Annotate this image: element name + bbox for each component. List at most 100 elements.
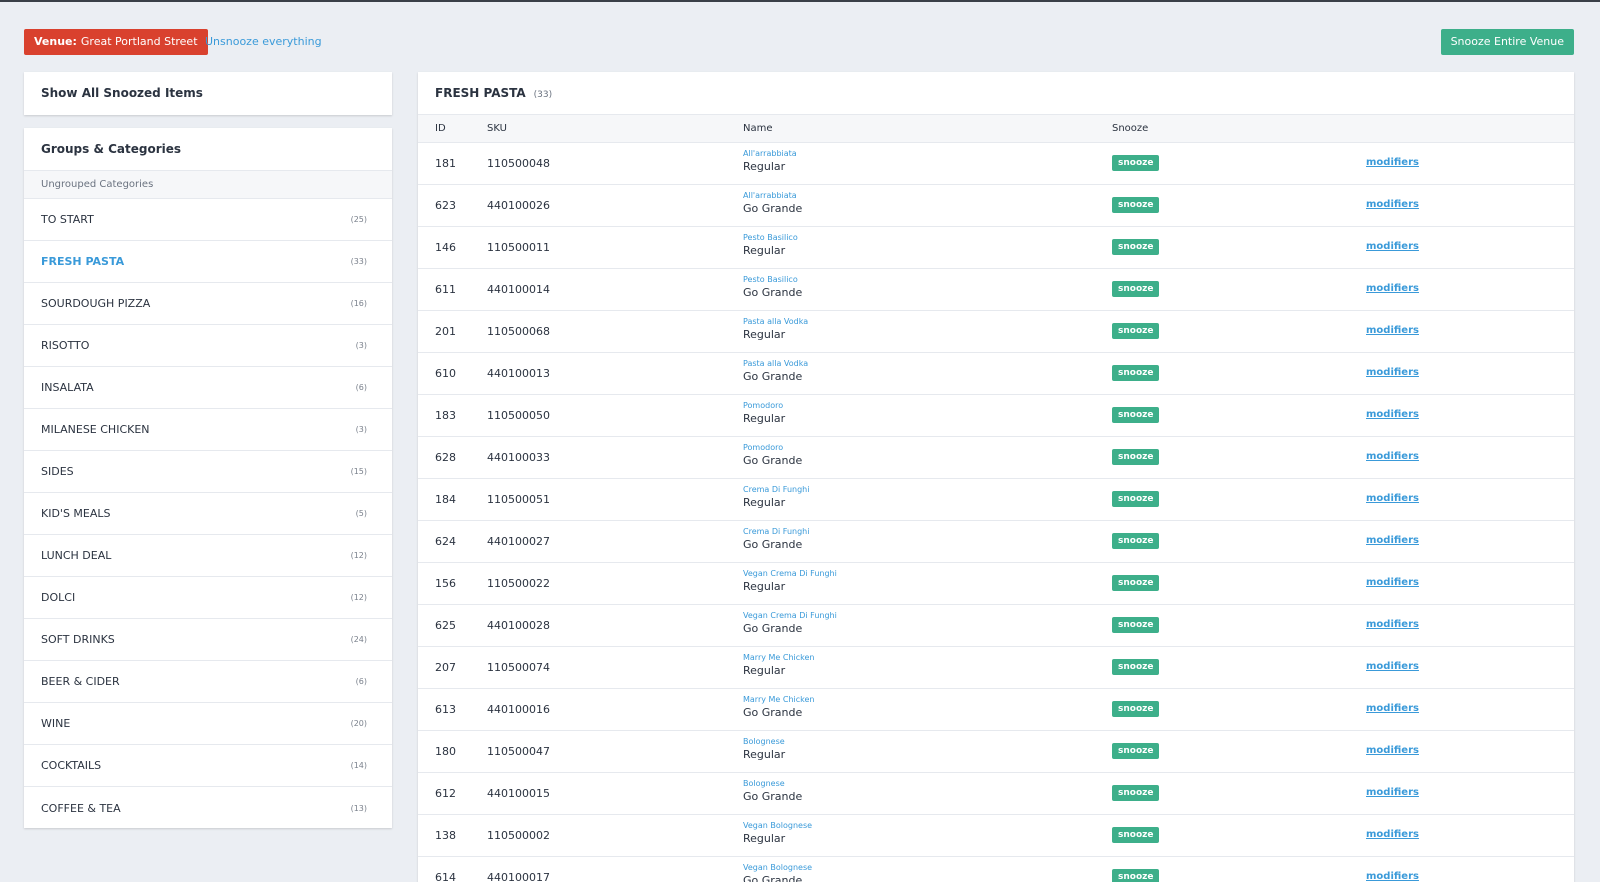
snooze-venue-button[interactable]: Snooze Entire Venue <box>1440 29 1574 55</box>
modifiers-link[interactable]: modifiers <box>1366 451 1419 462</box>
item-title: Pesto Basilico <box>743 275 798 284</box>
modifiers-link[interactable]: modifiers <box>1366 367 1419 378</box>
snooze-button[interactable]: snooze <box>1112 239 1160 255</box>
snooze-button[interactable]: snooze <box>1112 365 1160 381</box>
item-sku: 110500011 <box>487 241 550 254</box>
category-item[interactable]: SOURDOUGH PIZZA (16) <box>24 283 392 325</box>
item-id: 612 <box>435 787 456 800</box>
item-title: Pasta alla Vodka <box>743 317 809 326</box>
item-title: Marry Me Chicken <box>743 653 815 662</box>
item-variant: Go Grande <box>743 370 803 383</box>
item-variant: Go Grande <box>743 622 803 635</box>
item-title: Pomodoro <box>743 443 784 452</box>
category-count: (6) <box>355 383 367 392</box>
item-name: Pesto Basilico Regular <box>743 233 798 257</box>
snooze-button[interactable]: snooze <box>1112 743 1160 759</box>
column-header: SKU <box>487 123 507 134</box>
snooze-button[interactable]: snooze <box>1112 449 1160 465</box>
modifiers-link[interactable]: modifiers <box>1366 829 1419 840</box>
venue-badge[interactable]: Venue: Great Portland Street <box>24 29 208 55</box>
snooze-button[interactable]: snooze <box>1112 701 1160 717</box>
snooze-button[interactable]: snooze <box>1112 617 1160 633</box>
item-sku: 440100014 <box>487 283 550 296</box>
category-item[interactable]: COCKTAILS (14) <box>24 745 392 787</box>
modifiers-link[interactable]: modifiers <box>1366 409 1419 420</box>
table-row: 184 110500051 Crema Di Funghi Regular snooze… <box>418 479 1574 521</box>
category-item[interactable]: INSALATA (6) <box>24 367 392 409</box>
category-item[interactable]: COFFEE & TEA (13) <box>24 787 392 829</box>
category-count: (16) <box>350 299 367 308</box>
item-sku: 440100028 <box>487 619 550 632</box>
modifiers-link[interactable]: modifiers <box>1366 871 1419 882</box>
item-id: 610 <box>435 367 456 380</box>
modifiers-link[interactable]: modifiers <box>1366 241 1419 252</box>
item-id: 628 <box>435 451 456 464</box>
groups-title: Groups & Categories <box>41 142 182 156</box>
snooze-button[interactable]: snooze <box>1112 281 1160 297</box>
category-item[interactable]: KID'S MEALS (5) <box>24 493 392 535</box>
item-title: Vegan Crema Di Funghi <box>743 611 837 620</box>
item-name: Bolognese Go Grande <box>743 779 802 803</box>
snooze-button[interactable]: snooze <box>1112 491 1160 507</box>
category-item[interactable]: SOFT DRINKS (24) <box>24 619 392 661</box>
category-item[interactable]: BEER & CIDER (6) <box>24 661 392 703</box>
snooze-button[interactable]: snooze <box>1112 827 1160 843</box>
category-name: LUNCH DEAL <box>41 549 112 562</box>
modifiers-link[interactable]: modifiers <box>1366 661 1419 672</box>
snooze-button[interactable]: snooze <box>1112 197 1160 213</box>
modifiers-link[interactable]: modifiers <box>1366 577 1419 588</box>
category-item[interactable]: LUNCH DEAL (12) <box>24 535 392 577</box>
table-row: 614 440100017 Vegan Bolognese Go Grande snoo… <box>418 857 1574 882</box>
item-sku: 110500050 <box>487 409 550 422</box>
item-id: 624 <box>435 535 456 548</box>
item-id: 180 <box>435 745 456 758</box>
snooze-button[interactable]: snooze <box>1112 533 1160 549</box>
modifiers-link[interactable]: modifiers <box>1366 787 1419 798</box>
item-title: Pomodoro <box>743 401 784 410</box>
category-item[interactable]: DOLCI (12) <box>24 577 392 619</box>
item-sku: 440100027 <box>487 535 550 548</box>
table-row: 201 110500068 Pasta alla Vodka Regular snooz… <box>418 311 1574 353</box>
snooze-button[interactable]: snooze <box>1112 869 1160 882</box>
item-name: Pomodoro Go Grande <box>743 443 802 467</box>
category-item[interactable]: WINE (20) <box>24 703 392 745</box>
snooze-button[interactable]: snooze <box>1112 785 1160 801</box>
show-all-button[interactable]: Show All Snoozed Items <box>24 72 392 115</box>
modifiers-link[interactable]: modifiers <box>1366 325 1419 336</box>
snooze-button[interactable]: snooze <box>1112 407 1160 423</box>
item-id: 184 <box>435 493 456 506</box>
item-id: 613 <box>435 703 456 716</box>
item-name: Bolognese Regular <box>743 737 785 761</box>
item-variant: Go Grande <box>743 538 803 551</box>
item-title: Vegan Bolognese <box>743 821 813 830</box>
unsnooze-link[interactable]: Unsnooze everything <box>205 35 322 48</box>
modifiers-link[interactable]: modifiers <box>1366 745 1419 756</box>
category-count: (15) <box>350 467 367 476</box>
item-variant: Go Grande <box>743 202 803 215</box>
item-title: Pesto Basilico <box>743 233 798 242</box>
snooze-button[interactable]: snooze <box>1112 575 1160 591</box>
modifiers-link[interactable]: modifiers <box>1366 283 1419 294</box>
snooze-button[interactable]: snooze <box>1112 659 1160 675</box>
category-item[interactable]: SIDES (15) <box>24 451 392 493</box>
modifiers-link[interactable]: modifiers <box>1366 157 1419 168</box>
category-item[interactable]: RISOTTO (3) <box>24 325 392 367</box>
table-row: 611 440100014 Pesto Basilico Go Grande snooz… <box>418 269 1574 311</box>
modifiers-link[interactable]: modifiers <box>1366 493 1419 504</box>
modifiers-link[interactable]: modifiers <box>1366 199 1419 210</box>
category-item[interactable]: MILANESE CHICKEN (3) <box>24 409 392 451</box>
snooze-button[interactable]: snooze <box>1112 155 1160 171</box>
category-item[interactable]: FRESH PASTA (33) <box>24 241 392 283</box>
modifiers-link[interactable]: modifiers <box>1366 703 1419 714</box>
modifiers-link[interactable]: modifiers <box>1366 535 1419 546</box>
count: (33) <box>533 90 553 100</box>
snooze-button[interactable]: snooze <box>1112 323 1160 339</box>
item-name: All'arrabbiata Go Grande <box>743 191 802 215</box>
category-count: (3) <box>355 341 367 350</box>
modifiers-link[interactable]: modifiers <box>1366 619 1419 630</box>
item-name: Vegan Bolognese Regular <box>743 821 812 845</box>
category-count: (13) <box>350 803 367 813</box>
item-sku: 440100016 <box>487 703 550 716</box>
category-item[interactable]: TO START (25) <box>24 199 392 241</box>
item-title: Crema Di Funghi <box>743 527 810 536</box>
